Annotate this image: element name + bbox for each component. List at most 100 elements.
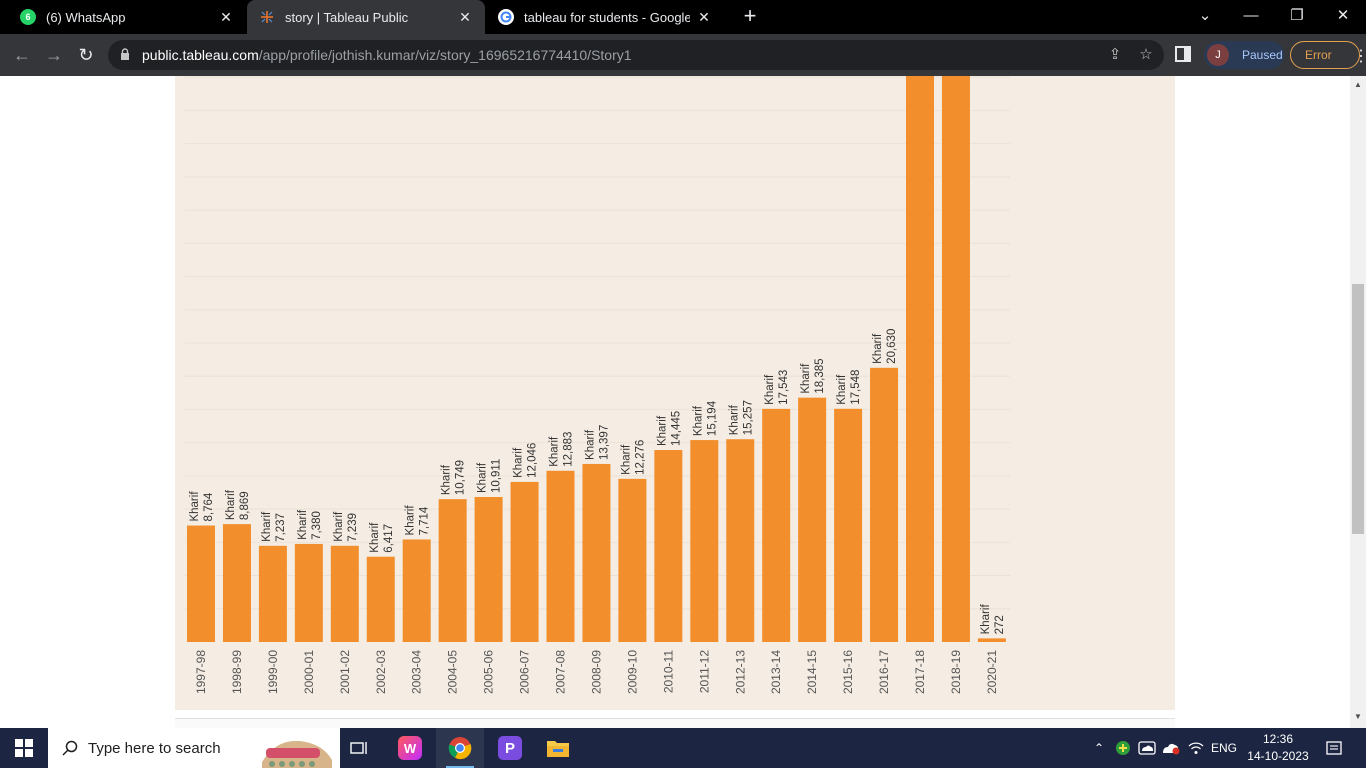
share-icon[interactable]: ⇪ bbox=[1108, 46, 1122, 63]
scrollbar-thumb[interactable] bbox=[1352, 284, 1364, 534]
data-label-value: 7,380 bbox=[311, 511, 323, 540]
x-tick-label: 2020-21 bbox=[985, 650, 999, 694]
data-label-season: Kharif bbox=[620, 444, 632, 475]
chrome-icon[interactable] bbox=[436, 728, 484, 768]
tab-google-search[interactable]: tableau for students - Google Se ✕ bbox=[486, 0, 724, 34]
data-label-season: Kharif bbox=[584, 429, 596, 460]
bar bbox=[187, 525, 215, 642]
data-label-value: 12,276 bbox=[634, 440, 646, 475]
data-label-season: Kharif bbox=[764, 374, 776, 405]
bar bbox=[834, 408, 863, 642]
data-label-season: Kharif bbox=[692, 405, 704, 436]
close-icon[interactable]: ✕ bbox=[220, 8, 232, 25]
close-window-button[interactable]: ✕ bbox=[1336, 7, 1350, 24]
forward-button[interactable]: → bbox=[45, 44, 63, 65]
data-label-value: 7,237 bbox=[275, 513, 287, 542]
clock[interactable]: 12:36 14-10-2023 bbox=[1238, 731, 1318, 765]
language-indicator[interactable]: ENG bbox=[1210, 741, 1237, 755]
bar bbox=[726, 439, 755, 642]
data-label-season: Kharif bbox=[225, 489, 237, 520]
x-tick-label: 2009-10 bbox=[625, 650, 639, 694]
data-label-season: Kharif bbox=[980, 604, 992, 635]
reload-button[interactable]: ↻ bbox=[78, 44, 94, 65]
data-label-value: 12,883 bbox=[563, 432, 575, 467]
data-label-value: 8,869 bbox=[239, 491, 251, 520]
scroll-down-icon[interactable]: ▼ bbox=[1354, 712, 1362, 721]
data-label-season: Kharif bbox=[297, 509, 309, 540]
x-tick-label: 2011-12 bbox=[697, 650, 711, 693]
show-hidden-icons[interactable]: ⌃ bbox=[1093, 741, 1105, 755]
tab-tableau[interactable]: story | Tableau Public ✕ bbox=[247, 0, 485, 34]
viz-toolbar bbox=[175, 718, 1175, 728]
bar bbox=[941, 76, 970, 642]
close-icon[interactable]: ✕ bbox=[698, 8, 710, 25]
browser-toolbar: ← → ↻ public.tableau.com/app/profile/jot… bbox=[0, 34, 1366, 76]
tab-search-button[interactable]: ⌄ bbox=[1198, 7, 1212, 24]
cloud-sync-error-icon[interactable] bbox=[1160, 728, 1182, 768]
notifications-icon[interactable] bbox=[1320, 728, 1348, 768]
data-label-season: Kharif bbox=[405, 505, 417, 536]
bar bbox=[618, 478, 647, 642]
minimize-button[interactable]: — bbox=[1243, 6, 1259, 24]
onedrive-icon[interactable] bbox=[1136, 728, 1158, 768]
data-label-season: Kharif bbox=[872, 333, 884, 364]
data-label-season: Kharif bbox=[513, 447, 525, 478]
taskbar: Type here to search W P ⌃ ENG 12:36 14-1… bbox=[0, 728, 1366, 768]
tab-title: tableau for students - Google Se bbox=[524, 9, 690, 25]
scroll-up-icon[interactable]: ▲ bbox=[1354, 80, 1362, 89]
x-tick-label: 2000-01 bbox=[302, 650, 316, 694]
data-label-value: 17,548 bbox=[850, 370, 862, 405]
data-label-season: Kharif bbox=[189, 491, 201, 522]
search-highlight-image bbox=[262, 740, 332, 768]
clock-time: 12:36 bbox=[1262, 732, 1294, 746]
bar bbox=[582, 463, 611, 642]
profile-button[interactable]: J Paused bbox=[1204, 41, 1284, 69]
data-label-season: Kharif bbox=[836, 374, 848, 405]
restore-button[interactable]: ❐ bbox=[1290, 7, 1304, 24]
bookmark-star-icon[interactable]: ☆ bbox=[1139, 46, 1153, 63]
x-tick-label: 2016-17 bbox=[877, 650, 891, 694]
x-tick-label: 2005-06 bbox=[482, 650, 496, 694]
menu-icon[interactable]: ⋮ bbox=[1353, 48, 1366, 65]
google-icon bbox=[498, 9, 514, 25]
x-tick-label: 2008-09 bbox=[589, 650, 603, 694]
wps-office-icon[interactable]: W bbox=[386, 728, 434, 768]
security-icon[interactable] bbox=[1112, 728, 1134, 768]
new-tab-button[interactable]: + bbox=[743, 3, 757, 28]
data-label-value: 14,445 bbox=[670, 411, 682, 446]
page-viewport: 1997-98 Kharif 8,764 1998-99 Kharif 8,869 1999… bbox=[0, 76, 1350, 728]
close-icon[interactable]: ✕ bbox=[459, 8, 471, 25]
error-button[interactable]: Error bbox=[1290, 41, 1360, 69]
data-label-value: 10,911 bbox=[491, 459, 503, 493]
data-label-value: 13,397 bbox=[598, 425, 610, 460]
scrollbar[interactable]: ▲ ▼ bbox=[1350, 76, 1366, 728]
bar bbox=[294, 543, 323, 642]
data-label-season: Kharif bbox=[333, 511, 345, 542]
file-explorer-icon[interactable] bbox=[534, 728, 582, 768]
tableau-icon bbox=[259, 9, 275, 25]
side-panel-icon[interactable] bbox=[1175, 46, 1191, 62]
x-tick-label: 1997-98 bbox=[194, 650, 208, 694]
x-tick-label: 2012-13 bbox=[733, 650, 747, 694]
lock-icon bbox=[121, 48, 129, 60]
back-button[interactable]: ← bbox=[13, 44, 31, 65]
bar bbox=[510, 481, 539, 642]
whatsapp-icon: 6 bbox=[20, 9, 36, 25]
bar bbox=[762, 408, 791, 642]
x-tick-label: 1998-99 bbox=[230, 650, 244, 694]
x-tick-label: 2004-05 bbox=[446, 650, 460, 694]
app-p-icon[interactable]: P bbox=[486, 728, 534, 768]
windows-start-button[interactable] bbox=[0, 728, 48, 768]
search-icon bbox=[62, 740, 78, 756]
data-label-season: Kharif bbox=[477, 462, 489, 493]
tab-whatsapp[interactable]: 6 (6) WhatsApp ✕ bbox=[8, 0, 246, 34]
tab-title: (6) WhatsApp bbox=[46, 9, 126, 25]
task-view-icon[interactable] bbox=[336, 728, 384, 768]
bar bbox=[258, 545, 287, 642]
x-tick-label: 2006-07 bbox=[518, 650, 532, 694]
wifi-icon[interactable] bbox=[1186, 728, 1206, 768]
bar bbox=[222, 524, 251, 642]
taskbar-search[interactable]: Type here to search bbox=[48, 728, 340, 768]
address-bar[interactable]: public.tableau.com/app/profile/jothish.k… bbox=[108, 40, 1164, 70]
tableau-viz[interactable]: 1997-98 Kharif 8,764 1998-99 Kharif 8,869 1999… bbox=[175, 76, 1175, 710]
